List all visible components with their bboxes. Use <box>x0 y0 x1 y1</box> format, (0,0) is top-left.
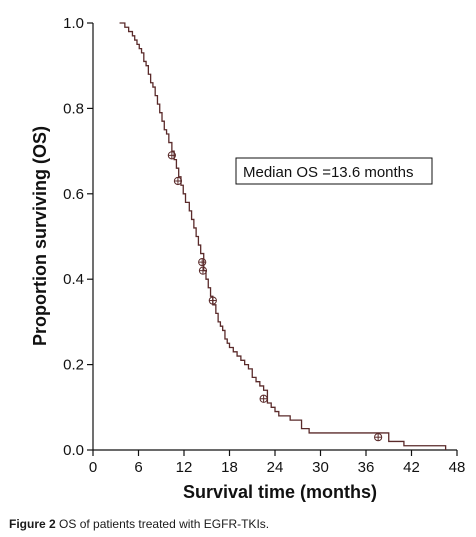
caption-text: OS of patients treated with EGFR-TKIs. <box>59 517 270 531</box>
x-tick-label: 12 <box>176 459 193 476</box>
x-tick-label: 18 <box>221 459 238 476</box>
x-tick-label: 36 <box>358 459 375 476</box>
censor-mark <box>198 266 208 275</box>
y-axis-ticks: 0.0 0.2 0.4 0.6 0.8 1.0 <box>63 15 93 459</box>
y-tick-label: 0.0 <box>63 442 84 459</box>
y-tick-label: 0.2 <box>63 357 84 374</box>
y-axis-title: Proportion surviving (OS) <box>30 126 50 346</box>
median-annotation-text: Median OS =13.6 months <box>243 164 414 181</box>
y-tick-label: 0.8 <box>63 100 84 117</box>
x-tick-label: 0 <box>89 459 97 476</box>
x-axis-ticks: 0 6 12 18 24 30 36 42 48 <box>89 450 466 476</box>
median-annotation-box <box>235 157 433 185</box>
x-tick-label: 42 <box>403 459 420 476</box>
censor-mark <box>374 433 383 442</box>
x-tick-label: 6 <box>134 459 142 476</box>
x-axis-title: Survival time (months) <box>183 482 377 502</box>
survival-curve <box>119 22 447 450</box>
censor-mark <box>173 176 183 186</box>
figure-caption: Figure 2 OS of patients treated with EGF… <box>9 517 269 531</box>
censor-marks <box>167 151 383 442</box>
y-tick-label: 0.6 <box>63 186 84 203</box>
figure-label: Figure 2 <box>9 517 56 531</box>
x-tick-label: 48 <box>449 459 466 476</box>
y-tick-label: 1.0 <box>63 15 84 32</box>
median-annotation: Median OS =13.6 months <box>235 157 433 185</box>
censor-mark <box>167 151 176 160</box>
x-tick-label: 24 <box>267 459 284 476</box>
censor-mark <box>198 258 207 267</box>
censor-mark <box>259 394 268 403</box>
y-tick-label: 0.4 <box>63 271 84 288</box>
x-tick-label: 30 <box>312 459 329 476</box>
censor-mark <box>208 296 217 305</box>
